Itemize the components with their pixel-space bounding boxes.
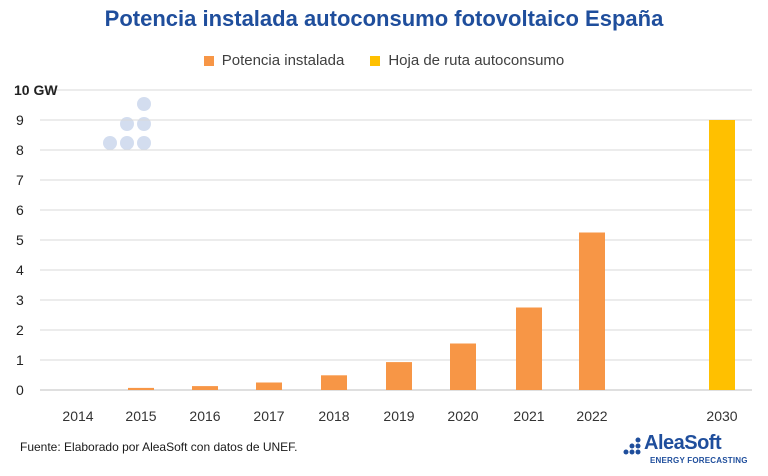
y-tick-label: 5 [16,232,24,248]
legend-swatch-hoja-de-ruta [370,55,381,66]
watermark-dots [103,97,151,150]
bar [128,387,154,390]
legend-item-hoja-de-ruta: Hoja de ruta autoconsumo [370,52,564,69]
y-tick-label: 10 GW [14,82,58,98]
x-tick-label: 2018 [318,408,349,424]
watermark-dot [137,97,151,111]
watermark-dot [103,136,117,150]
watermark-dot [137,117,151,131]
chart-gridlines [40,89,752,391]
bar [256,382,282,390]
x-tick-label: 2021 [513,408,544,424]
chart-title: Potencia instalada autoconsumo fotovolta… [104,6,664,31]
bar [579,232,605,390]
bar [192,386,218,390]
logo-tagline: ENERGY FORECASTING [650,456,748,465]
watermark-dot [120,136,134,150]
y-axis-ticks: 0 1 2 3 4 5 6 7 8 9 10 GW [14,82,58,398]
watermark-dot [137,136,151,150]
logo-dots-icon [623,437,641,455]
legend-label-potencia-instalada: Potencia instalada [221,52,345,69]
chart-bars [128,120,735,390]
y-tick-label: 8 [16,142,24,158]
x-tick-label: 2020 [447,408,478,424]
legend-item-potencia-instalada: Potencia instalada [203,52,345,69]
source-footnote: Fuente: Elaborado por AleaSoft con datos… [20,440,298,454]
aleasoft-logo: AleaSoft ENERGY FORECASTING [612,432,752,468]
watermark-dot [120,117,134,131]
bar [516,307,542,390]
x-axis-ticks: 2014 2015 2016 2017 2018 2019 2020 2021 2022 2030 [62,408,737,424]
y-tick-label: 2 [16,322,24,338]
x-tick-label: 2015 [125,408,156,424]
x-tick-label: 2022 [576,408,607,424]
y-tick-label: 4 [16,262,24,278]
y-tick-label: 0 [16,382,24,398]
logo-name: AleaSoft [644,432,722,454]
y-tick-label: 9 [16,112,24,128]
bar [386,362,412,390]
x-tick-label: 2014 [62,408,93,424]
y-tick-label: 3 [16,292,24,308]
legend-swatch-potencia-instalada [203,55,214,66]
x-tick-label: 2017 [253,408,284,424]
bar [450,343,476,390]
bar [709,120,735,390]
x-tick-label: 2016 [189,408,220,424]
y-tick-label: 6 [16,202,24,218]
x-tick-label: 2019 [383,408,414,424]
legend-label-hoja-de-ruta: Hoja de ruta autoconsumo [388,52,565,69]
bar [321,375,347,390]
y-tick-label: 1 [16,352,24,368]
chart-legend: Potencia instalada Hoja de ruta autocons… [0,52,768,69]
x-tick-label: 2030 [706,408,737,424]
y-tick-label: 7 [16,172,24,188]
